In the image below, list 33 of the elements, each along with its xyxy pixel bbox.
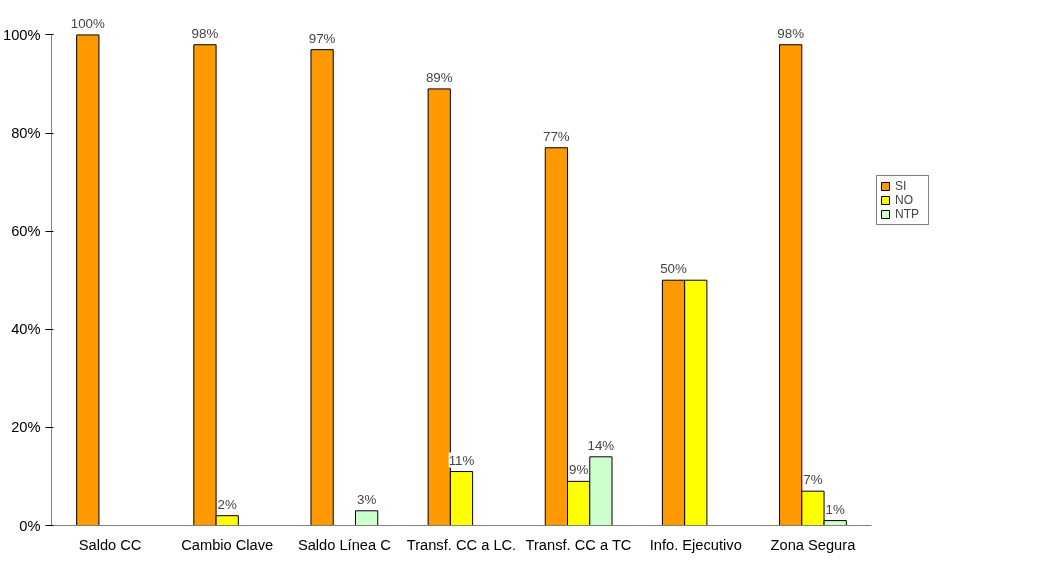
data-label: 100% xyxy=(70,15,106,31)
data-label: 9% xyxy=(569,462,589,478)
legend-label: NO xyxy=(895,193,914,207)
data-label: 50% xyxy=(660,261,688,277)
y-tick-label: 0% xyxy=(19,517,41,534)
data-label: 11% xyxy=(448,452,475,468)
y-tick-label: 100% xyxy=(3,26,41,43)
y-tick-label: 40% xyxy=(11,321,41,338)
bar xyxy=(76,34,100,526)
data-label: 89% xyxy=(425,69,453,85)
y-tick-label: 60% xyxy=(11,223,41,240)
data-label: 2% xyxy=(217,496,237,512)
data-label: 1% xyxy=(825,501,845,517)
x-tick-label: Saldo Línea C xyxy=(297,536,392,553)
data-label: 14% xyxy=(587,437,615,453)
data-label: 98% xyxy=(191,25,219,41)
x-tick-label: Zona Segura xyxy=(770,536,857,553)
data-label: 77% xyxy=(543,128,570,144)
bar xyxy=(354,510,379,526)
y-tick-label: 20% xyxy=(11,419,41,436)
x-tick-label: Transf. CC a LC. xyxy=(406,536,517,553)
data-label: 97% xyxy=(308,30,336,46)
y-tick-label: 80% xyxy=(11,125,41,142)
x-tick-label: Transf. CC a TC xyxy=(525,536,632,553)
data-label: 3% xyxy=(356,491,377,507)
data-label: 7% xyxy=(803,472,823,488)
x-tick-label: Cambio Clave xyxy=(181,536,274,553)
legend-label: SI xyxy=(895,179,908,193)
x-tick-label: Info. Ejecutivo xyxy=(649,536,742,553)
x-tick-label: Saldo CC xyxy=(78,536,142,553)
data-label: 98% xyxy=(777,25,805,41)
bar xyxy=(310,49,334,526)
legend-label: NTP xyxy=(895,207,920,221)
